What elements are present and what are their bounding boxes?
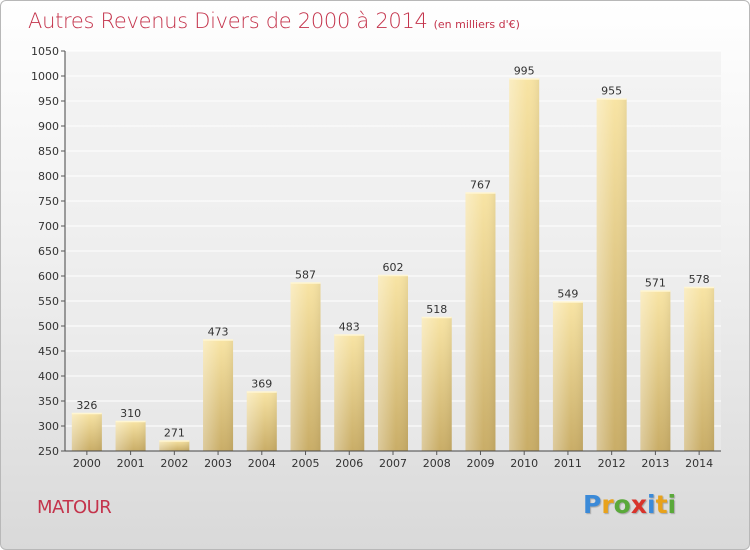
bar-shade (465, 192, 496, 451)
data-label: 578 (689, 273, 710, 286)
data-label: 587 (295, 269, 316, 282)
bars (71, 78, 715, 451)
x-tick-label: 2011 (554, 457, 582, 470)
y-tick-label: 1050 (31, 45, 59, 58)
y-tick-label: 700 (38, 220, 59, 233)
bar-shade (509, 78, 540, 451)
y-tick-label: 650 (38, 245, 59, 258)
logo-letter: x (630, 490, 647, 519)
x-tick-label: 2003 (204, 457, 232, 470)
y-tick-label: 550 (38, 295, 59, 308)
y-axis-ticks: 250 300 350 400 450 500 550 600 650 700 750 800 850 9… (31, 45, 65, 458)
y-tick-label: 900 (38, 120, 59, 133)
x-tick-label: 2002 (160, 457, 188, 470)
commune-name: MATOUR (37, 497, 112, 518)
bar-shade (71, 413, 102, 451)
logo-letter: i (667, 490, 677, 519)
y-tick-label: 600 (38, 270, 59, 283)
y-tick-label: 300 (38, 420, 59, 433)
bar-shade (290, 282, 321, 451)
data-label: 483 (339, 321, 360, 334)
bar-shade (552, 301, 583, 451)
data-label: 549 (557, 288, 578, 301)
bar-shade (159, 440, 190, 451)
bar-shade (246, 391, 277, 451)
y-tick-label: 1000 (31, 70, 59, 83)
logo-letter: i (647, 490, 656, 519)
data-label: 602 (383, 261, 404, 274)
bar-shade (596, 98, 627, 451)
x-tick-label: 2013 (641, 457, 669, 470)
chart-unit-text: (en milliers d'€) (433, 18, 520, 31)
bar-shade (378, 275, 408, 451)
logo-letter: r (601, 490, 614, 519)
x-tick-label: 2010 (510, 457, 538, 470)
y-tick-label: 750 (38, 195, 59, 208)
y-tick-label: 400 (38, 370, 59, 383)
data-label: 369 (251, 378, 272, 391)
bar-shade (334, 334, 365, 451)
data-label: 995 (514, 65, 535, 78)
x-tick-label: 2006 (335, 457, 363, 470)
logo-letter: o (613, 490, 631, 519)
x-tick-label: 2008 (423, 457, 451, 470)
y-tick-label: 850 (38, 145, 59, 158)
data-label: 326 (76, 399, 97, 412)
y-tick-label: 800 (38, 170, 59, 183)
x-tick-label: 2014 (685, 457, 713, 470)
y-tick-label: 350 (38, 395, 59, 408)
bar-shade (640, 290, 671, 451)
bar-shade (115, 421, 146, 451)
x-tick-label: 2001 (117, 457, 145, 470)
data-label: 955 (601, 85, 622, 98)
x-tick-label: 2005 (292, 457, 320, 470)
x-tick-label: 2009 (466, 457, 494, 470)
data-label: 310 (120, 407, 141, 420)
x-tick-label: 2007 (379, 457, 407, 470)
chart-title-text: Autres Revenus Divers de 2000 à 2014 (28, 9, 428, 33)
x-tick-label: 2012 (598, 457, 626, 470)
y-tick-label: 500 (38, 320, 59, 333)
data-label: 518 (426, 303, 447, 316)
bar-shade (421, 317, 452, 451)
data-label: 473 (208, 326, 229, 339)
proxiti-logo: Proxiti (583, 490, 693, 524)
y-tick-label: 250 (38, 445, 59, 458)
logo-letter: t (655, 490, 668, 519)
data-label: 571 (645, 277, 666, 290)
chart-title: Autres Revenus Divers de 2000 à 2014 (en … (28, 9, 520, 33)
logo-letter: P (583, 490, 602, 519)
x-tick-label: 2000 (73, 457, 101, 470)
y-tick-label: 450 (38, 345, 59, 358)
bar-shade (684, 287, 715, 451)
x-axis-ticks: 2000 2001 2002 2003 2004 2005 2006 2007 2008 2009… (73, 451, 713, 470)
bar-shade (203, 339, 234, 451)
y-tick-label: 950 (38, 95, 59, 108)
data-label: 271 (164, 427, 185, 440)
x-tick-label: 2004 (248, 457, 276, 470)
data-labels: 326 310 271 473 369 587 483 602 518 767 995 549 955 5… (76, 65, 709, 440)
data-label: 767 (470, 179, 491, 192)
